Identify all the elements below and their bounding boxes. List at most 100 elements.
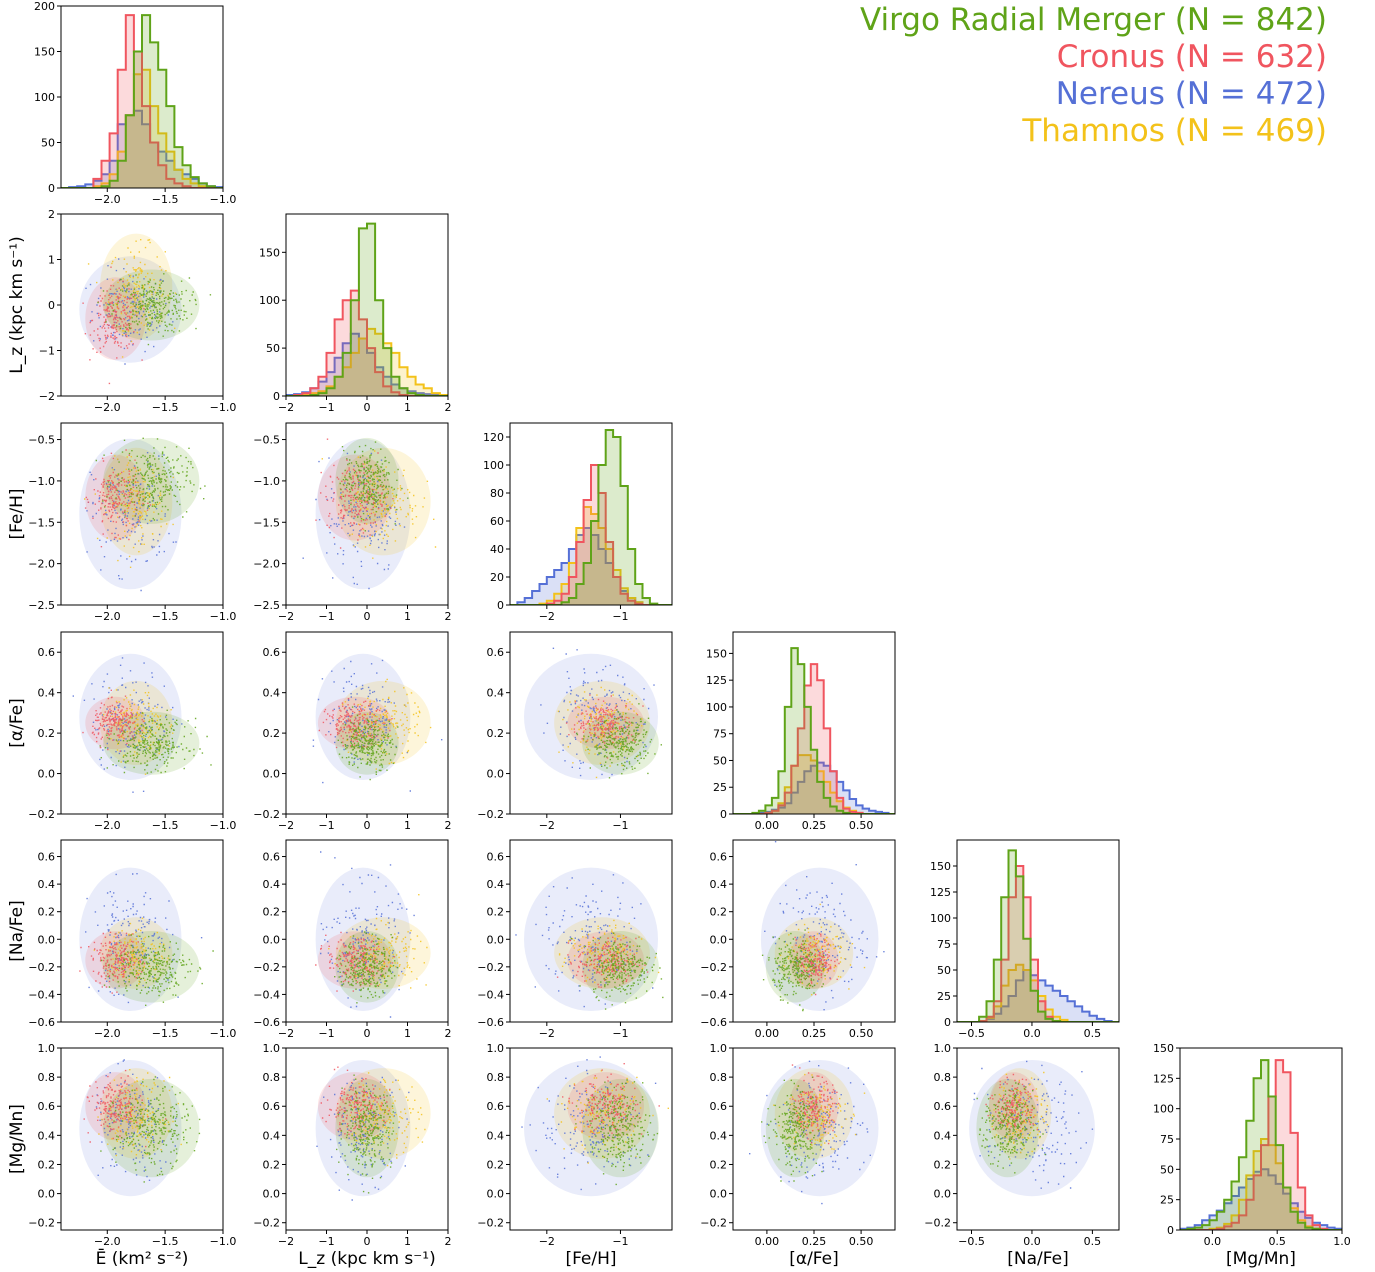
y-tick-label: −0.2 [477,808,504,821]
y-tick-label: −2.0 [28,558,55,571]
y-tick-label: 150 [706,647,727,660]
y-tick-label: 150 [930,860,951,873]
y-tick-label: −0.5 [253,434,280,447]
y-tick-label: −0.2 [700,1217,727,1230]
density-contour-nereus [524,867,658,1011]
y-tick-label: −2 [39,390,55,403]
hist-step-virgo-radial-merger [510,429,672,605]
y-tick-label: 0 [1167,1224,1174,1237]
scatter-points-thamnos [343,1072,426,1167]
scatter-points-cronus [565,694,644,759]
hist-fill-virgo-radial-merger [286,223,448,396]
x-tick-label: 1.0 [1333,1235,1351,1248]
y-tick-label: 75 [1160,1133,1174,1146]
scatter-points-virgo-radial-merger [761,1048,828,1182]
panel-frame [509,839,673,1023]
y-tick-label: −0.5 [28,434,55,447]
panel-frame [60,422,224,606]
hist-fill-thamnos [61,69,223,188]
hist-fill-virgo-radial-merger [61,15,223,188]
x-tick-label: 0.50 [849,1027,874,1040]
panel-frame [60,631,224,815]
hist-step-cronus [61,14,223,188]
y-tick-label: 0 [944,1016,951,1029]
legend-entry-cronus: Cronus (N = 632) [1056,39,1327,75]
hist-panel-FeH: −2 −1 0 20 40 60 80 100 120 [483,422,673,623]
scatter-points-thamnos [558,919,660,984]
hist-fill-nereus [1180,1169,1342,1230]
hist-step-virgo-radial-merger [1180,1059,1342,1230]
y-tick-label: −2.5 [28,599,55,612]
scatter-panel-aFe-NaFe: 0.00 0.25 0.50 −0.6 −0.4 −0.2 0.0 0.2 0.4 0.6 [700,839,896,1040]
scatter-panel-Lz-NaFe: −2 −1 0 1 2 −0.6 −0.4 −0.2 0.0 0.2 0.4 0.6 [253,839,452,1040]
x-tick-label: −1 [612,1235,628,1248]
x-tick-label: 2 [445,610,452,623]
y-axis-label: [Na/Fe] [7,900,27,961]
x-tick-label: −1.5 [152,1027,179,1040]
y-tick-label: 0.2 [487,727,505,740]
y-tick-label: 0.4 [934,1129,952,1142]
y-tick-label: 0.6 [487,646,505,659]
y-tick-label: 0 [720,808,727,821]
y-tick-label: 75 [937,938,951,951]
y-tick-label: 0.0 [263,933,281,946]
scatter-points-cronus [793,933,840,996]
x-tick-label: 0.0 [1023,1027,1041,1040]
y-tick-label: 0.0 [263,1188,281,1201]
y-tick-label: −0.2 [253,961,280,974]
y-tick-label: −0.6 [253,1016,280,1029]
y-tick-label: −0.4 [28,988,55,1001]
y-tick-label: −0.2 [253,808,280,821]
x-axis-label: [Na/Fe] [1007,1249,1068,1269]
y-tick-label: 0 [48,299,55,312]
y-tick-label: −0.2 [700,961,727,974]
density-contour-cronus [317,454,392,541]
scatter-points-virgo-radial-merger [570,932,664,1010]
scatter-panel-E-NaFe: −2.0 −1.5 −1.0 −0.6 −0.4 −0.2 0.0 0.2 0.4 0.6 [28,839,236,1040]
y-tick-label: 0 [48,182,55,195]
x-tick-label: −2.0 [94,401,121,414]
y-tick-label: 1 [48,254,55,267]
panel-frame [956,839,1120,1023]
y-tick-label: 0.8 [934,1071,952,1084]
y-tick-label: 50 [937,964,951,977]
y-tick-label: 100 [1153,1103,1174,1116]
x-tick-label: 0.50 [849,819,874,832]
y-tick-label: −1.5 [28,516,55,529]
scatter-points-nereus [85,258,174,365]
y-axis-label: [α/Fe] [7,698,27,748]
x-tick-label: −1.0 [210,1235,237,1248]
x-tick-label: −1 [612,610,628,623]
y-tick-label: 20 [490,571,504,584]
x-tick-label: −1.0 [210,610,237,623]
scatter-points-virgo-radial-merger [575,1079,659,1186]
legend: Virgo Radial Merger (N = 842) Cronus (N … [860,2,1327,150]
hist-step-cronus [1180,1059,1342,1230]
x-tick-label: −2 [278,819,294,832]
x-tick-label: −2.0 [94,1235,121,1248]
density-contour-thamnos [554,1068,650,1159]
scatter-points-nereus [72,657,183,793]
y-tick-label: 0.2 [263,1158,281,1171]
scatter-points-thamnos [546,1070,669,1164]
x-tick-label: −1 [318,610,334,623]
x-tick-label: 2 [445,819,452,832]
y-tick-label: 0.2 [38,1158,56,1171]
x-tick-label: −1 [318,1027,334,1040]
y-tick-label: −0.2 [28,1217,55,1230]
y-tick-label: −0.6 [28,1016,55,1029]
scatter-panel-Lz-FeH: −2 −1 0 1 2 −2.5 −2.0 −1.5 −1.0 −0.5 [253,422,452,623]
hist-step-thamnos [61,68,223,188]
scatter-panel-E-FeH: −2.0 −1.5 −1.0 −2.5 −2.0 −1.5 −1.0 −0.5 [28,422,237,623]
y-tick-label: −1.5 [253,516,280,529]
x-tick-label: 0.5 [1268,1235,1286,1248]
y-tick-label: 0.6 [710,851,728,864]
scatter-panel-E-Lz: −2.0 −1.5 −1.0 −2 −1 0 1 2 [39,208,237,414]
hist-fill-nereus [733,762,895,814]
scatter-panel-aFe-MgMn: 0.00 0.25 0.50 −0.2 0.0 0.2 0.4 0.6 0.8 1.0 [700,1042,896,1248]
hist-fill-virgo-radial-merger [733,648,895,814]
y-tick-label: 0.0 [38,768,56,781]
y-tick-label: 25 [713,781,727,794]
x-axis-label: Ē (km² s⁻²) [96,1247,189,1269]
y-tick-label: 1.0 [38,1042,56,1055]
